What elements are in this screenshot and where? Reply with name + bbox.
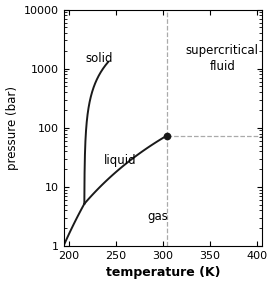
Text: liquid: liquid (104, 154, 137, 167)
Text: gas: gas (148, 210, 169, 223)
Text: supercritical
fluid: supercritical fluid (186, 44, 259, 73)
Y-axis label: pressure (bar): pressure (bar) (5, 86, 19, 170)
X-axis label: temperature (K): temperature (K) (106, 266, 220, 280)
Text: solid: solid (86, 52, 113, 65)
